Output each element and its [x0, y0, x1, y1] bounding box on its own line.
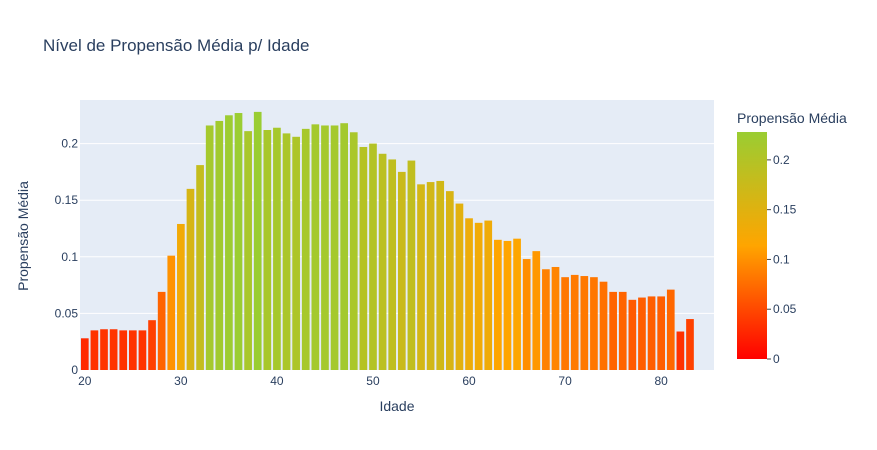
bar — [109, 329, 118, 370]
bar — [177, 223, 185, 370]
bar — [580, 276, 589, 370]
bar — [638, 297, 646, 370]
bar — [465, 218, 473, 370]
bar — [426, 182, 435, 370]
bar — [90, 330, 99, 370]
x-tick-label: 30 — [174, 374, 188, 388]
bar — [676, 331, 685, 370]
bar — [522, 259, 531, 370]
bar — [157, 291, 166, 370]
bar — [513, 238, 521, 370]
bar — [273, 127, 281, 371]
x-tick-label: 60 — [462, 374, 476, 388]
bar — [599, 281, 608, 370]
bar — [263, 130, 272, 370]
y-tick-label: 0.2 — [61, 137, 78, 151]
x-tick-label: 70 — [558, 374, 572, 388]
y-axis-label: Propensão Média — [15, 181, 31, 291]
bars — [80, 111, 694, 371]
bar — [590, 277, 598, 370]
colorbar — [737, 132, 767, 359]
bar — [686, 319, 694, 370]
bar — [244, 131, 252, 370]
x-tick-label: 50 — [366, 374, 380, 388]
bar — [321, 125, 329, 370]
bar — [407, 160, 416, 370]
bar — [234, 113, 243, 371]
bar — [311, 124, 320, 370]
bar — [397, 171, 406, 370]
colorbar-tick-label: 0.15 — [773, 203, 797, 217]
colorbar-title: Propensão Média — [737, 110, 847, 126]
bar — [80, 338, 89, 370]
y-tick-label: 0.1 — [61, 250, 78, 264]
bar — [301, 128, 310, 370]
bar — [378, 153, 387, 370]
bar — [388, 159, 397, 370]
bar — [196, 165, 204, 370]
y-tick-label: 0.05 — [55, 306, 79, 320]
x-tick-labels: 20 30 40 50 60 70 80 — [78, 374, 668, 388]
y-tick-labels: 0 0.05 0.1 0.15 0.2 — [55, 137, 79, 377]
bar — [484, 220, 493, 370]
bar — [119, 330, 128, 370]
x-axis-label: Idade — [379, 398, 414, 414]
bar — [618, 291, 627, 370]
bar — [340, 123, 349, 370]
bar — [292, 136, 300, 370]
colorbar-tick-label: 0.2 — [773, 153, 790, 167]
bar — [215, 120, 224, 371]
bar — [330, 125, 339, 370]
bar — [542, 269, 550, 370]
x-tick-label: 40 — [270, 374, 284, 388]
y-tick-label: 0 — [71, 363, 78, 377]
chart-title: Nível de Propensão Média p/ Idade — [43, 36, 310, 55]
bar — [359, 146, 368, 370]
bar — [225, 115, 233, 370]
bar — [417, 184, 425, 370]
colorbar-tick-label: 0 — [773, 352, 780, 366]
y-tick-label: 0.15 — [55, 193, 79, 207]
plot-background — [80, 100, 714, 370]
bar — [253, 111, 262, 371]
bar — [100, 329, 108, 370]
bar — [138, 330, 147, 370]
colorbar-tick-label: 0.05 — [773, 302, 797, 316]
bar — [561, 277, 569, 370]
bar — [609, 291, 617, 370]
bar — [282, 133, 291, 370]
bar — [503, 240, 512, 370]
bar — [349, 132, 358, 370]
bar — [494, 239, 502, 370]
bar — [474, 222, 483, 370]
colorbar-tick-labels: 0 0.05 0.1 0.15 0.2 — [767, 153, 797, 366]
bar — [628, 299, 637, 370]
bar — [369, 143, 377, 370]
bar — [570, 274, 579, 370]
bar — [551, 266, 560, 370]
bar — [445, 191, 454, 370]
bar — [532, 251, 541, 370]
bar — [167, 255, 176, 370]
bar — [647, 296, 656, 370]
bar — [186, 188, 195, 370]
bar — [148, 320, 156, 370]
bar — [205, 125, 214, 370]
colorbar-tick-label: 0.1 — [773, 252, 790, 266]
bar — [128, 330, 137, 370]
bar — [436, 180, 445, 370]
bar — [657, 296, 666, 370]
x-tick-label: 20 — [78, 374, 92, 388]
bar — [455, 203, 464, 370]
gridlines — [80, 143, 714, 314]
x-tick-label: 80 — [654, 374, 668, 388]
bar — [666, 289, 675, 370]
